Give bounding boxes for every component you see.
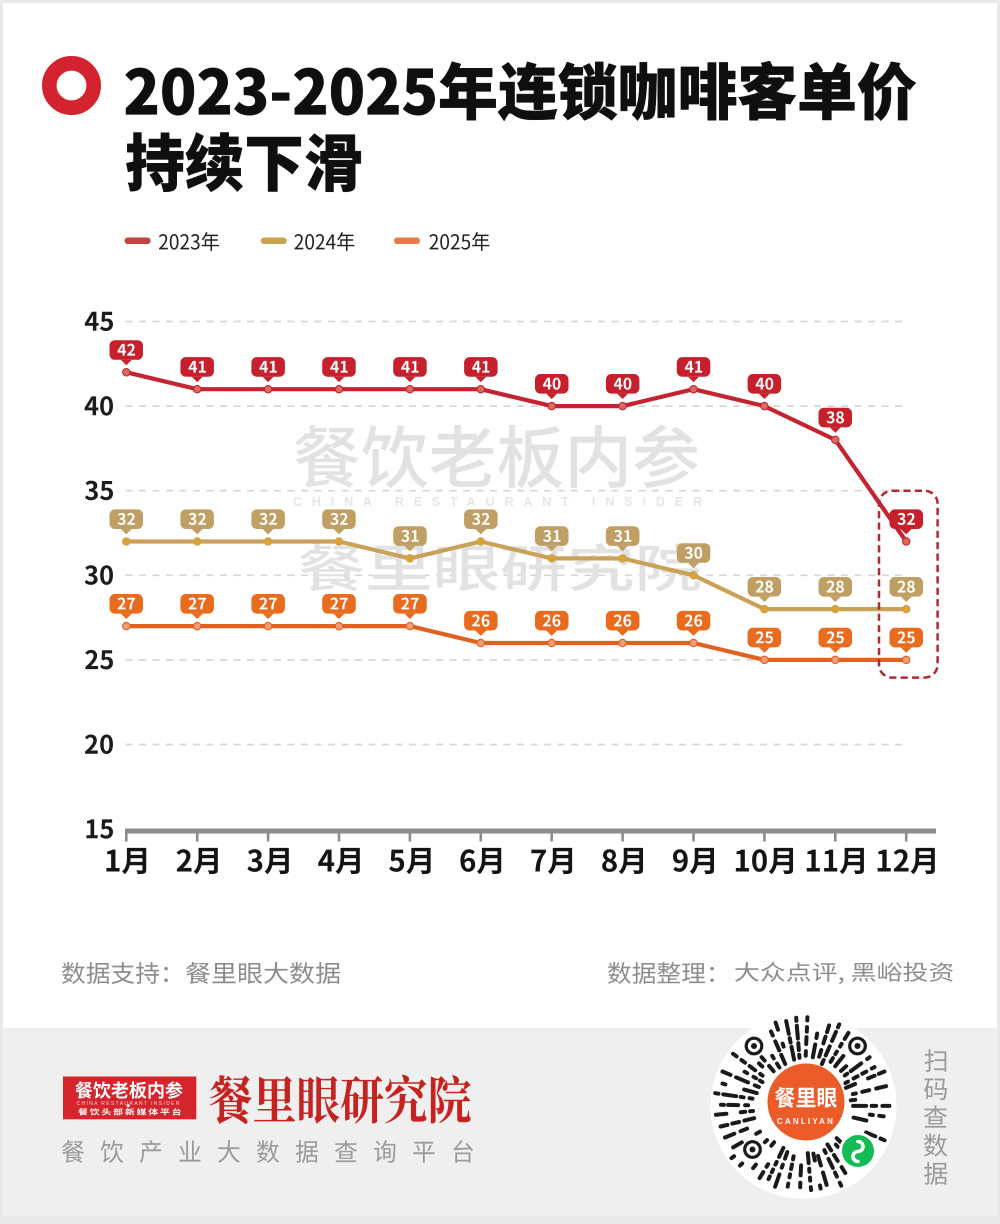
svg-text:CANLIYAN: CANLIYAN xyxy=(777,1117,835,1126)
